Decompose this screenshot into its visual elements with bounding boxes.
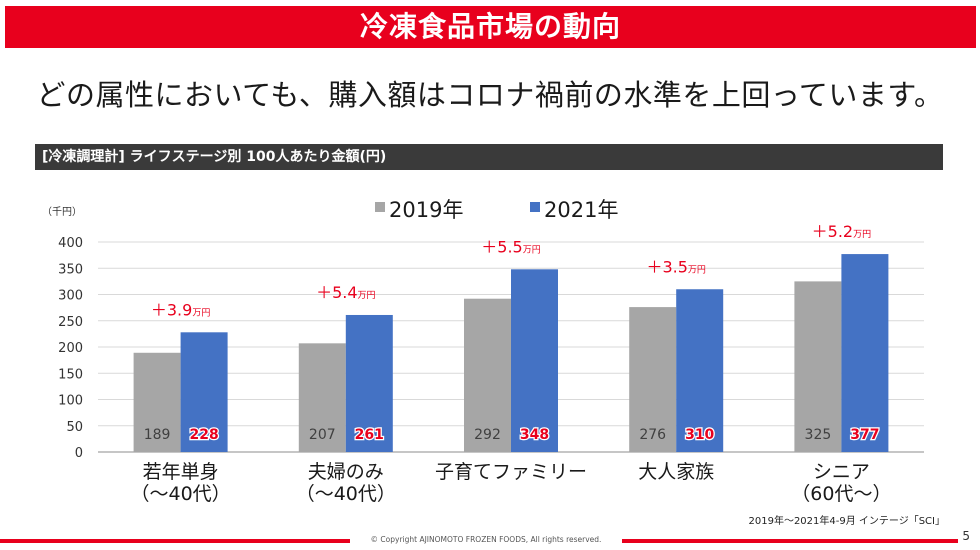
chart-header-bar: [冷凍調理計] ライフステージ別 100人あたり金額(円): [35, 144, 943, 170]
category-label: シニア: [813, 461, 870, 483]
increase-label: ＋5.2万円: [812, 222, 871, 241]
increase-value: ＋5.4: [316, 283, 357, 302]
category-label: 大人家族: [638, 461, 714, 483]
data-label-2019: 207: [309, 427, 336, 443]
increase-label: ＋5.5万円: [481, 237, 540, 256]
bar-2021: [180, 332, 228, 452]
increase-unit: 万円: [853, 229, 871, 240]
bar-2021: [345, 314, 393, 452]
bar-2019: [133, 352, 181, 452]
data-label-2021: 228: [189, 427, 218, 443]
category-label: （60代～）: [791, 483, 891, 505]
copyright: © Copyright AJINOMOTO FROZEN FOODS, All …: [370, 535, 602, 544]
legend-swatch-2: [530, 202, 540, 212]
y-tick-label: 200: [58, 341, 83, 356]
data-label-2019: 276: [639, 427, 666, 443]
bar-2019: [464, 298, 511, 452]
y-unit-label: （千円）: [42, 206, 82, 218]
bar-2019: [794, 281, 842, 452]
category-label: 夫婦のみ: [308, 461, 384, 483]
title-bar: 冷凍食品市場の動向: [5, 6, 976, 48]
y-tick-label: 50: [66, 420, 83, 435]
y-tick-label: 400: [58, 236, 83, 251]
data-label-2019: 292: [474, 427, 501, 443]
y-tick-label: 300: [58, 289, 83, 304]
bar-2021: [676, 289, 724, 452]
increase-unit: 万円: [192, 307, 210, 318]
bar-2021: [511, 269, 558, 452]
increase-value: ＋5.2: [812, 222, 853, 241]
increase-label: ＋3.5万円: [646, 257, 705, 276]
chart-header-label: [冷凍調理計] ライフステージ別 100人あたり金額(円): [42, 149, 387, 165]
increase-value: ＋3.9: [151, 300, 192, 319]
slide-title: 冷凍食品市場の動向: [359, 10, 621, 43]
category-label: （～40代）: [131, 483, 231, 505]
headline: どの属性においても、購入額はコロナ禍前の水準を上回っています。: [36, 78, 944, 112]
increase-unit: 万円: [523, 244, 541, 255]
y-tick-label: 100: [58, 394, 83, 409]
data-label-2021: 310: [685, 427, 714, 443]
y-tick-label: 250: [58, 315, 83, 330]
category-label: 子育てファミリー: [435, 461, 587, 483]
increase-label: ＋3.9万円: [151, 300, 210, 319]
y-tick-label: 150: [58, 367, 83, 382]
footer-line-left: [0, 539, 350, 543]
footer-line-right: [622, 539, 958, 543]
increase-value: ＋5.5: [481, 237, 522, 256]
page-number: 5: [962, 529, 970, 543]
bar-2019: [298, 343, 346, 452]
increase-value: ＋3.5: [646, 257, 687, 276]
bar-2021: [841, 254, 889, 452]
increase-label: ＋5.4万円: [316, 283, 375, 302]
increase-unit: 万円: [688, 264, 706, 275]
increase-unit: 万円: [358, 290, 376, 301]
data-label-2021: 348: [520, 427, 549, 443]
legend-label-2: 2021年: [544, 198, 618, 222]
legend-swatch-1: [375, 202, 385, 212]
data-label-2021: 377: [850, 427, 879, 443]
category-label: 若年単身: [143, 461, 219, 483]
bar-2019: [629, 307, 677, 452]
data-label-2021: 261: [355, 427, 384, 443]
data-label-2019: 325: [805, 427, 832, 443]
y-tick-label: 350: [58, 262, 83, 277]
y-tick-label: 0: [75, 446, 83, 461]
legend-label-1: 2019年: [389, 198, 463, 222]
source-note: 2019年～2021年4-9月 インテージ「SCI」: [748, 516, 946, 527]
category-label: （～40代）: [296, 483, 396, 505]
data-label-2019: 189: [144, 427, 171, 443]
